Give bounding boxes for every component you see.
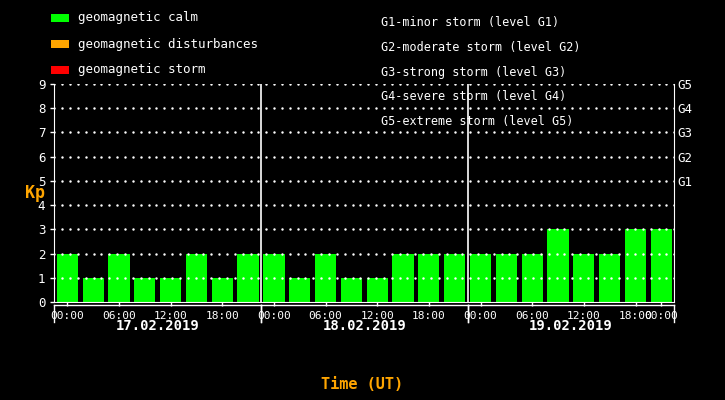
Bar xyxy=(341,278,362,302)
Bar xyxy=(651,229,672,302)
Bar xyxy=(315,254,336,302)
Bar xyxy=(392,254,414,302)
Bar xyxy=(521,254,543,302)
Y-axis label: Kp: Kp xyxy=(25,184,45,202)
Bar xyxy=(57,254,78,302)
Text: G5-extreme storm (level G5): G5-extreme storm (level G5) xyxy=(381,115,573,128)
Bar xyxy=(418,254,439,302)
Bar xyxy=(289,278,310,302)
Bar xyxy=(496,254,517,302)
Bar xyxy=(547,229,568,302)
Bar xyxy=(367,278,388,302)
Text: G1-minor storm (level G1): G1-minor storm (level G1) xyxy=(381,16,559,29)
Bar xyxy=(83,278,104,302)
Text: geomagnetic storm: geomagnetic storm xyxy=(78,64,205,76)
Text: geomagnetic calm: geomagnetic calm xyxy=(78,12,198,24)
Bar xyxy=(212,278,233,302)
Text: G4-severe storm (level G4): G4-severe storm (level G4) xyxy=(381,90,566,103)
Text: 18.02.2019: 18.02.2019 xyxy=(323,319,406,333)
Bar xyxy=(238,254,259,302)
Text: 17.02.2019: 17.02.2019 xyxy=(116,319,199,333)
Bar xyxy=(625,229,646,302)
Text: G2-moderate storm (level G2): G2-moderate storm (level G2) xyxy=(381,41,580,54)
Bar xyxy=(160,278,181,302)
Bar xyxy=(444,254,465,302)
Bar xyxy=(470,254,491,302)
Text: G3-strong storm (level G3): G3-strong storm (level G3) xyxy=(381,66,566,78)
Bar xyxy=(134,278,155,302)
Bar xyxy=(186,254,207,302)
Bar xyxy=(573,254,594,302)
Text: Time (UT): Time (UT) xyxy=(321,377,404,392)
Text: geomagnetic disturbances: geomagnetic disturbances xyxy=(78,38,257,50)
Bar xyxy=(263,254,284,302)
Bar xyxy=(599,254,621,302)
Bar xyxy=(108,254,130,302)
Text: 19.02.2019: 19.02.2019 xyxy=(529,319,613,333)
